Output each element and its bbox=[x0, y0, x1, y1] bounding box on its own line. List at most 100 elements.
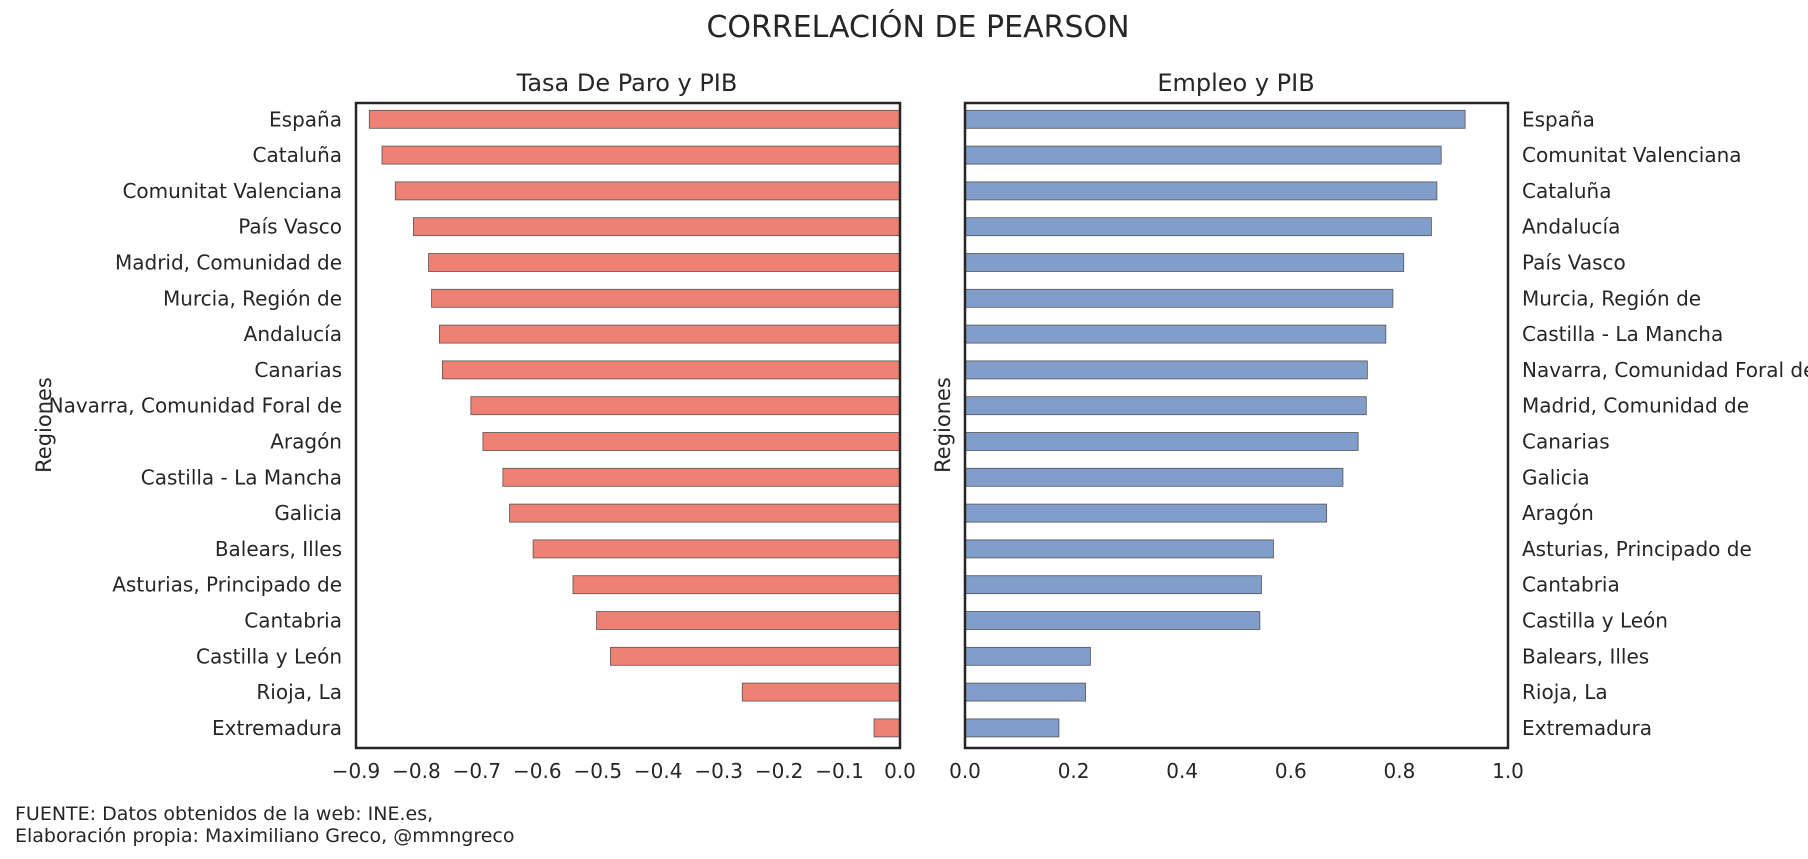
x-tick-label: 0.8 bbox=[1383, 759, 1415, 783]
bar-murcia-region-de bbox=[964, 288, 1394, 308]
bar-extremadura bbox=[964, 718, 1060, 738]
y-tick-label: Navarra, Comunidad Foral de bbox=[49, 394, 342, 418]
bar-aragon bbox=[482, 432, 901, 451]
y-tick-label: Comunitat Valenciana bbox=[1522, 143, 1742, 167]
y-tick-label: Canarias bbox=[254, 358, 342, 382]
x-tick-label: 0.6 bbox=[1275, 759, 1307, 783]
bar-castilla-y-leon bbox=[964, 611, 1261, 630]
x-tick-label: 0.0 bbox=[949, 759, 981, 783]
y-tick-label: Cataluña bbox=[1522, 179, 1611, 203]
bar-pais-vasco bbox=[964, 253, 1405, 272]
bar-andalucia bbox=[964, 217, 1432, 237]
x-tick-label: −0.8 bbox=[392, 759, 441, 783]
bar-pais-vasco bbox=[413, 217, 901, 237]
bar-cantabria bbox=[596, 611, 901, 630]
x-tick-label: 0.2 bbox=[1058, 759, 1090, 783]
y-tick-label: Balears, Illes bbox=[1522, 644, 1649, 668]
y-tick-label: Galicia bbox=[1522, 465, 1590, 489]
y-tick-label: Aragón bbox=[270, 430, 342, 454]
y-tick-label: Madrid, Comunidad de bbox=[115, 251, 342, 275]
y-tick-label: Asturias, Principado de bbox=[112, 573, 342, 597]
y-tick-label: Rioja, La bbox=[1522, 680, 1608, 704]
x-tick-label: −0.3 bbox=[694, 759, 743, 783]
y-tick-label: Castilla y León bbox=[196, 644, 342, 668]
y-tick-label: Cantabria bbox=[1522, 573, 1620, 597]
bar-asturias-principado-de bbox=[572, 575, 901, 595]
bar-asturias-principado-de bbox=[964, 539, 1274, 559]
bar-extremadura bbox=[873, 718, 901, 738]
bar-balears-illes bbox=[964, 646, 1091, 666]
bar-rioja-la bbox=[741, 682, 901, 702]
x-tick-label: −0.4 bbox=[634, 759, 683, 783]
x-tick-label: −0.6 bbox=[513, 759, 562, 783]
y-tick-label: Castilla y León bbox=[1522, 609, 1668, 633]
y-tick-label: Galicia bbox=[274, 501, 342, 525]
y-tick-label: Murcia, Región de bbox=[163, 286, 342, 310]
y-tick-label: España bbox=[269, 107, 342, 131]
bar-galicia bbox=[964, 467, 1344, 487]
y-tick-label: País Vasco bbox=[238, 215, 342, 239]
bar-madrid-comunidad-de bbox=[428, 253, 901, 272]
y-tick-label: Castilla - La Mancha bbox=[1522, 322, 1723, 346]
y-tick-label: Cantabria bbox=[244, 609, 342, 633]
y-tick-label: Comunitat Valenciana bbox=[122, 179, 342, 203]
y-tick-label: Cataluña bbox=[253, 143, 342, 167]
panel-title-tasa-de-paro-pib: Tasa De Paro y PIB bbox=[516, 69, 738, 97]
bar-castilla-la-mancha bbox=[502, 467, 901, 487]
bar-navarra-comunidad-foral-de bbox=[470, 396, 901, 416]
bar-cataluna bbox=[964, 181, 1438, 201]
axes-frame-left bbox=[354, 101, 902, 750]
y-tick-label: Extremadura bbox=[1522, 716, 1652, 740]
x-tick-label: 0.4 bbox=[1166, 759, 1198, 783]
x-tick-label: 1.0 bbox=[1492, 759, 1524, 783]
y-tick-label: Rioja, La bbox=[256, 680, 342, 704]
x-tick-label: −0.9 bbox=[332, 759, 381, 783]
y-tick-label: Aragón bbox=[1522, 501, 1594, 525]
y-tick-label: Asturias, Principado de bbox=[1522, 537, 1752, 561]
x-tick-label: −0.5 bbox=[573, 759, 622, 783]
bar-balears-illes bbox=[532, 539, 901, 559]
bar-castilla-y-leon bbox=[610, 646, 901, 666]
source-line-2: Elaboración propia: Maximiliano Greco, @… bbox=[15, 825, 514, 847]
y-tick-label: País Vasco bbox=[1522, 251, 1626, 275]
bar-aragon bbox=[964, 503, 1328, 523]
bar-canarias bbox=[964, 432, 1359, 451]
x-tick-label: −0.7 bbox=[453, 759, 502, 783]
bar-andalucia bbox=[439, 324, 901, 344]
x-tick-label: −0.1 bbox=[815, 759, 864, 783]
x-tick-label: 0.0 bbox=[884, 759, 916, 783]
source-line-1: FUENTE: Datos obtenidos de la web: INE.e… bbox=[15, 803, 433, 825]
y-tick-label: Canarias bbox=[1522, 430, 1610, 454]
bar-madrid-comunidad-de bbox=[964, 396, 1367, 416]
x-tick-label: −0.2 bbox=[755, 759, 804, 783]
bar-comunitat-valenciana bbox=[964, 145, 1442, 165]
y-tick-label: Extremadura bbox=[212, 716, 342, 740]
bar-cataluna bbox=[381, 145, 901, 165]
bar-castilla-la-mancha bbox=[964, 324, 1387, 344]
y-tick-label: Murcia, Región de bbox=[1522, 286, 1701, 310]
bar-rioja-la bbox=[964, 682, 1086, 702]
y-axis-label-left: Regiones bbox=[32, 377, 56, 473]
y-tick-label: Madrid, Comunidad de bbox=[1522, 394, 1749, 418]
y-tick-label: Andalucía bbox=[244, 322, 342, 346]
y-tick-label: España bbox=[1522, 107, 1595, 131]
y-tick-label: Balears, Illes bbox=[215, 537, 342, 561]
y-tick-label: Navarra, Comunidad Foral de bbox=[1522, 358, 1808, 382]
bar-comunitat-valenciana bbox=[394, 181, 901, 201]
panel-tasa-de-paro-pib: Tasa De Paro y PIB España Cataluña Comunit… bbox=[32, 69, 916, 783]
y-tick-label: Castilla - La Mancha bbox=[141, 465, 342, 489]
bar-galicia bbox=[509, 503, 901, 523]
bar-canarias bbox=[442, 360, 901, 380]
axes-frame-right bbox=[963, 101, 1510, 750]
bar-navarra-comunidad-foral-de bbox=[964, 360, 1368, 380]
panel-empleo-pib: Empleo y PIB España Comunitat Valenciana C… bbox=[931, 69, 1808, 783]
bar-murcia-region-de bbox=[431, 288, 901, 308]
y-tick-label: Andalucía bbox=[1522, 215, 1620, 239]
y-axis-label-right: Regiones bbox=[931, 377, 955, 473]
bar-espana bbox=[368, 109, 901, 129]
bar-espana bbox=[964, 109, 1466, 129]
bar-cantabria bbox=[964, 575, 1262, 595]
panel-title-empleo-pib: Empleo y PIB bbox=[1157, 69, 1314, 97]
figure-title: CORRELACIÓN DE PEARSON bbox=[706, 8, 1129, 45]
